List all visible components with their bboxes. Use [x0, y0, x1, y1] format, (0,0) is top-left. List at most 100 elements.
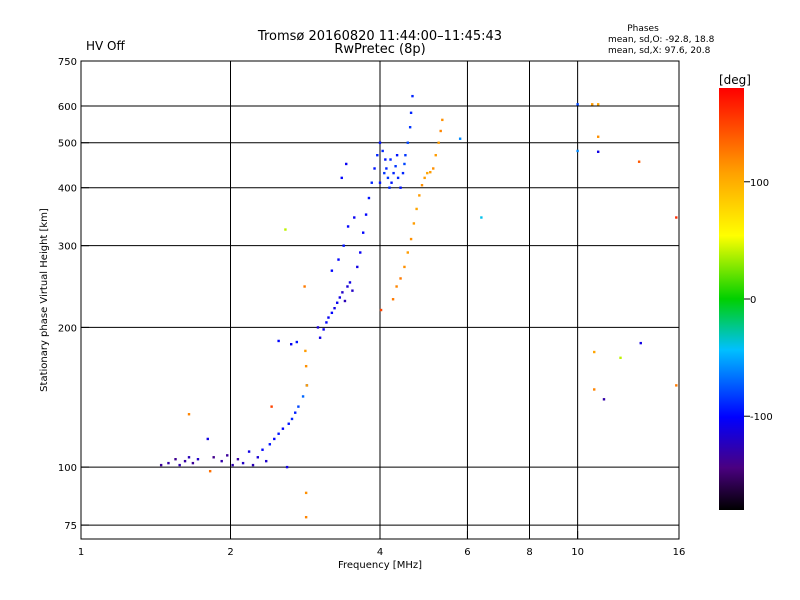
x-axis-label: Frequency [MHz]	[338, 560, 422, 571]
data-point	[268, 443, 272, 446]
data-point	[273, 437, 276, 441]
data-point	[220, 459, 223, 463]
data-point	[576, 149, 579, 153]
data-point	[396, 176, 400, 180]
data-point	[236, 458, 240, 461]
data-point	[330, 311, 334, 315]
data-point	[392, 171, 395, 175]
data-point	[345, 162, 348, 166]
data-point	[289, 343, 293, 346]
data-point	[361, 231, 365, 234]
data-point	[399, 277, 402, 280]
data-point	[340, 176, 343, 180]
plot-grid	[81, 61, 679, 539]
data-point	[304, 349, 307, 353]
data-point	[596, 150, 600, 153]
data-point	[395, 153, 399, 157]
data-point	[395, 285, 398, 288]
data-point	[284, 228, 287, 231]
data-point	[346, 225, 350, 228]
data-point	[423, 176, 426, 180]
phases-x-mode: mean, sd,X: 97.6, 20.8	[608, 46, 711, 56]
y-tick-label: 100	[58, 463, 77, 474]
data-point	[385, 167, 388, 170]
data-point	[337, 258, 340, 261]
data-point	[330, 269, 334, 272]
data-point	[264, 459, 268, 463]
data-point	[367, 196, 371, 200]
data-point	[591, 103, 594, 106]
y-tick-label: 400	[58, 184, 77, 195]
data-point	[390, 181, 393, 184]
colorbar	[719, 88, 744, 510]
colorbar-title: [deg]	[719, 73, 751, 87]
data-point	[231, 463, 234, 467]
data-point	[359, 251, 362, 254]
chart-subtitle: RwPretec (8p)	[334, 42, 425, 57]
data-point	[401, 171, 405, 175]
data-point	[304, 491, 308, 495]
y-tick-label: 600	[58, 102, 77, 113]
colorbar-ticks: 100 0 -100	[744, 178, 773, 423]
data-point	[174, 458, 177, 461]
data-point	[406, 251, 409, 254]
y-axis-label: Stationary phase Virtual Height [km]	[39, 208, 50, 392]
data-point	[378, 141, 382, 144]
data-point	[208, 469, 212, 473]
data-point	[178, 463, 181, 467]
data-point	[196, 458, 200, 461]
data-point	[353, 216, 356, 219]
data-point	[386, 176, 390, 180]
y-axis-ticks: 75 100 200 300 400 500 600 750	[58, 57, 89, 532]
data-point	[391, 298, 395, 301]
data-point	[675, 384, 678, 387]
x-tick-label: 16	[673, 547, 686, 558]
data-points	[159, 94, 678, 519]
data-point	[351, 289, 354, 292]
x-tick-label: 1	[78, 547, 84, 558]
data-point	[602, 398, 606, 401]
data-point	[593, 350, 596, 354]
data-point	[403, 265, 406, 269]
hv-status: HV Off	[86, 39, 125, 53]
data-point	[270, 405, 273, 408]
data-point	[364, 213, 368, 216]
data-point	[389, 158, 392, 161]
data-point	[411, 94, 414, 98]
data-point	[277, 339, 280, 343]
data-point	[356, 265, 359, 269]
data-point	[426, 171, 429, 175]
data-point	[187, 413, 191, 416]
data-point	[287, 422, 290, 425]
data-point	[247, 450, 251, 453]
x-tick-label: 2	[227, 547, 233, 558]
data-point	[167, 461, 170, 465]
data-point	[639, 341, 642, 345]
data-point	[241, 461, 245, 465]
x-tick-label: 6	[464, 547, 470, 558]
data-point	[596, 103, 600, 106]
data-point	[408, 126, 412, 129]
data-point	[322, 328, 325, 331]
data-point	[285, 465, 289, 469]
data-point	[183, 459, 187, 463]
data-point	[437, 141, 440, 144]
data-point	[290, 417, 294, 421]
data-point	[439, 129, 442, 133]
data-point	[441, 118, 444, 122]
data-point	[434, 153, 437, 157]
data-point	[335, 301, 339, 304]
data-point	[338, 296, 342, 299]
data-point	[327, 316, 330, 319]
data-point	[206, 437, 209, 441]
data-point	[343, 299, 347, 303]
y-tick-label: 750	[58, 57, 77, 68]
data-point	[342, 244, 345, 247]
data-point	[406, 141, 409, 144]
data-point	[159, 463, 163, 467]
data-point	[409, 111, 413, 115]
data-point	[281, 427, 285, 430]
data-point	[373, 167, 376, 170]
data-point	[388, 186, 391, 189]
